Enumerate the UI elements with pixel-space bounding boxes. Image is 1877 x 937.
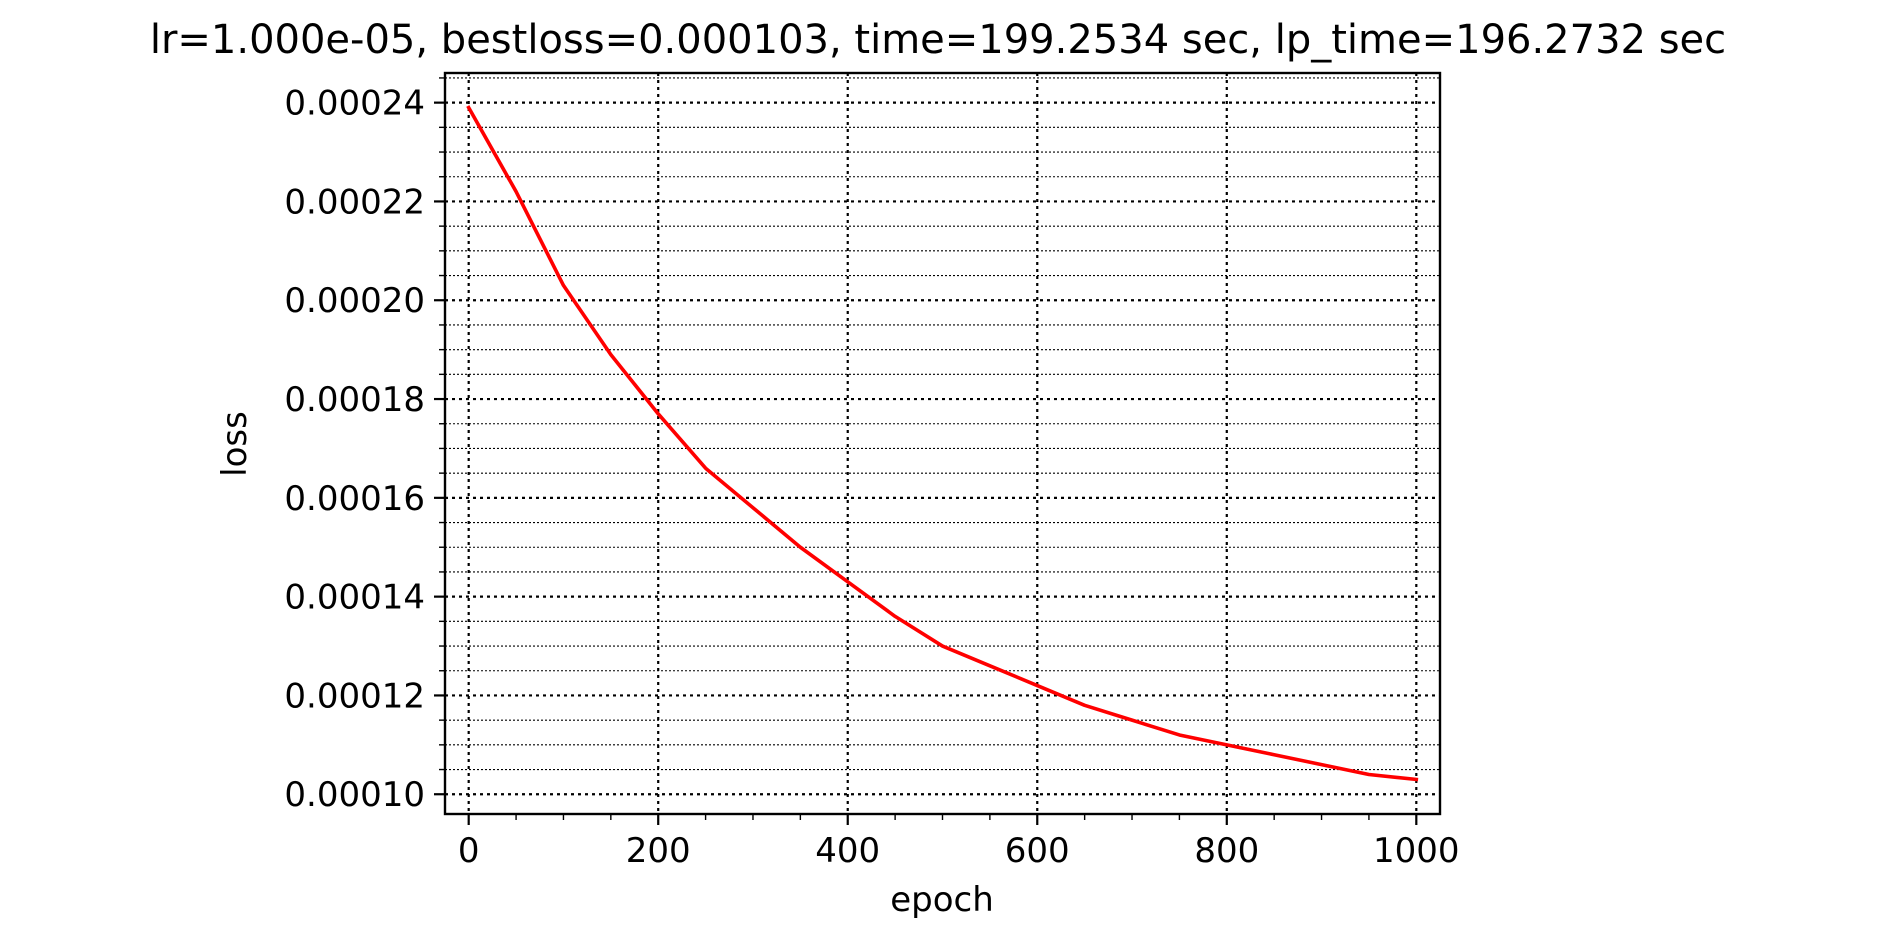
x-tick-label: 1000	[1373, 831, 1460, 871]
tick-layer: 0.00010 0.00012 0.00014 0.00016 0.00018 0.000…	[284, 77, 1460, 871]
y-tick-label: 0.00022	[284, 182, 425, 222]
y-tick-label: 0.00018	[284, 380, 425, 420]
y-tick-label: 0.00014	[284, 578, 425, 618]
loss-series-line	[466, 105, 1419, 782]
x-tick-label: 400	[815, 831, 880, 871]
series-layer	[466, 105, 1419, 782]
y-tick-label: 0.00012	[284, 676, 425, 716]
x-tick-label: 0	[458, 831, 480, 871]
chart-title: lr=1.000e-05, bestloss=0.000103, time=19…	[150, 17, 1726, 63]
x-tick-label: 600	[1005, 831, 1070, 871]
y-tick-label: 0.00020	[284, 281, 425, 321]
x-tick-label: 800	[1194, 831, 1259, 871]
x-tick-label: 200	[626, 831, 691, 871]
plot-frame	[443, 71, 1442, 816]
grid-layer	[445, 73, 1440, 814]
y-tick-label: 0.00016	[284, 479, 425, 519]
x-axis-label: epoch	[890, 880, 994, 920]
y-axis-label: loss	[215, 411, 255, 477]
y-tick-label: 0.00010	[284, 775, 425, 815]
y-tick-label: 0.00024	[284, 84, 425, 124]
